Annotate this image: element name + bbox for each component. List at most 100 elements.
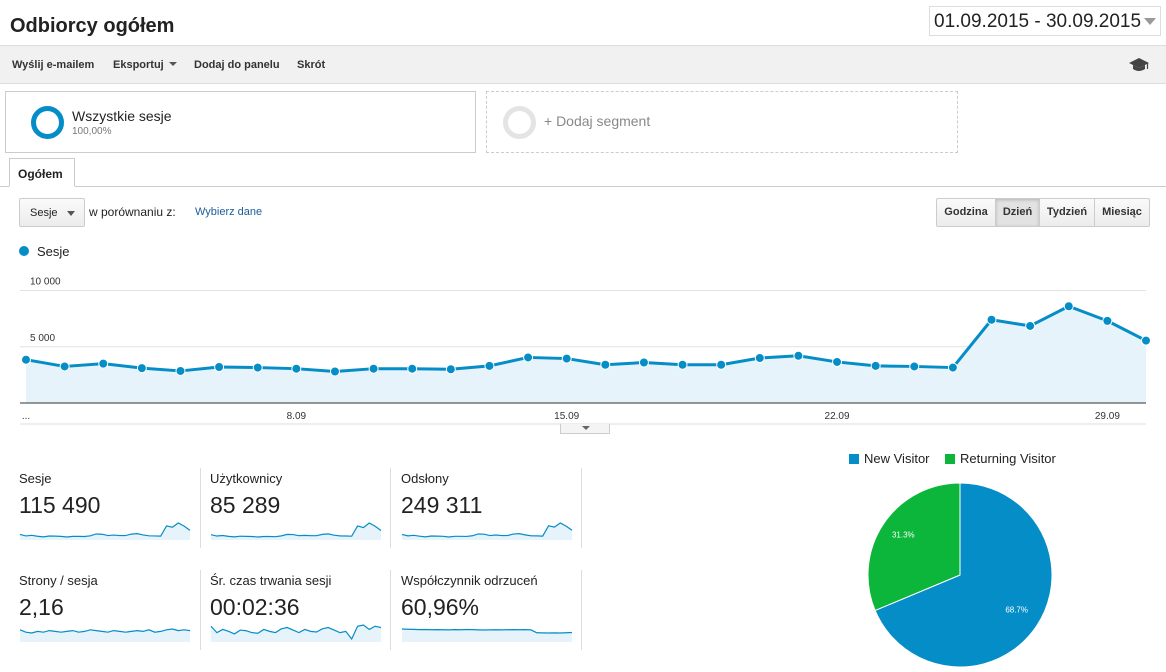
pie-slice-label: 68.7% [1005,606,1028,615]
data-point[interactable] [98,358,109,369]
shortcut-button[interactable]: Skrót [297,59,326,71]
data-point[interactable] [832,356,843,367]
pie-legend-returning-visitor: Returning Visitor [945,451,1056,466]
segment-ring-icon [31,106,64,139]
tab-divider [0,186,1166,187]
metric-sparkline [210,522,382,540]
sparkline-area [211,523,381,540]
data-point[interactable] [1063,301,1074,312]
granularity-month-button[interactable]: Miesiąc [1094,198,1150,227]
data-point[interactable] [445,364,456,375]
card-divider [581,468,582,548]
date-range-value: 01.09.2015 - 30.09.2015 [934,11,1142,32]
metric-sparkline [401,628,573,642]
pie-slice[interactable] [867,482,961,612]
add-to-dashboard-button[interactable]: Dodaj do panelu [194,59,280,71]
data-point[interactable] [329,366,340,377]
metric-sparkline [19,628,191,642]
data-point[interactable] [716,359,727,370]
pie-legend-new-visitor: New Visitor [849,451,930,466]
add-segment-label: + Dodaj segment [544,113,651,129]
data-point[interactable] [407,363,418,374]
x-tick-label: 29.09 [1095,411,1120,422]
data-point[interactable] [484,360,495,371]
x-tick-label: 8.09 [287,411,307,422]
card-divider [200,570,201,650]
export-label: Eksportuj [113,59,164,71]
metric-label: Współczynnik odrzuceń [401,573,538,588]
sparkline-line [19,522,191,538]
pie-slice[interactable] [874,482,1053,668]
metric-sparkline [19,522,191,540]
granularity-week-button[interactable]: Tydzień [1039,198,1095,227]
metric-sparkline [401,522,573,540]
data-point[interactable] [561,353,572,364]
x-tick-label: 22.09 [825,411,850,422]
metric-label: Odsłony [401,471,449,486]
card-divider [200,468,201,548]
graduation-cap-icon[interactable] [1128,56,1150,74]
metric-label: Użytkownicy [210,471,283,486]
sparkline-area [402,523,572,540]
data-point[interactable] [909,361,920,372]
data-point[interactable] [677,359,688,370]
metric-value: 00:02:36 [210,594,300,620]
data-point[interactable] [1025,320,1036,331]
add-segment-button[interactable]: + Dodaj segment [486,91,958,153]
segment-name: Wszystkie sesje [72,108,172,124]
sparkline-line [401,522,573,538]
data-point[interactable] [523,352,534,363]
date-range-picker[interactable]: 01.09.2015 - 30.09.2015 [929,6,1161,36]
segment-all-sessions[interactable]: Wszystkie sesje 100,00% [5,91,476,153]
metric-label: Sesje [19,471,52,486]
data-point[interactable] [754,353,765,363]
collapse-chart-toggle[interactable] [560,424,610,434]
data-point[interactable] [291,363,302,374]
select-metric-link[interactable]: Wybierz dane [195,206,263,218]
data-point[interactable] [600,359,611,370]
data-point[interactable] [947,362,958,373]
metric-card-avg-session-duration[interactable]: Śr. czas trwania sesji 00:02:36 [210,573,382,653]
metric-value: 2,16 [19,594,64,620]
metric-label: Strony / sesja [19,573,98,588]
tab-overview[interactable]: Ogółem [9,158,75,187]
metric-card-sessions[interactable]: Sesje 115 490 [19,471,191,551]
granularity-day-button[interactable]: Dzień [995,198,1040,227]
series-line [25,304,1147,373]
metric-label: Śr. czas trwania sesji [210,573,332,588]
data-point[interactable] [986,314,997,325]
metric-select[interactable]: Sesje [19,198,85,227]
series-area [26,306,1146,403]
data-point[interactable] [638,357,649,368]
series-legend-label: Sesje [37,244,70,259]
data-point[interactable] [59,361,70,372]
data-point[interactable] [793,350,804,361]
metric-select-value: Sesje [30,207,58,219]
metric-card-bounce-rate[interactable]: Współczynnik odrzuceń 60,96% [401,573,573,653]
data-point[interactable] [175,365,186,376]
metric-card-users[interactable]: Użytkownicy 85 289 [210,471,382,551]
data-point[interactable] [21,354,31,365]
sparkline-area [402,629,572,642]
data-point[interactable] [870,360,881,371]
data-point[interactable] [1102,315,1113,326]
card-divider [390,570,391,650]
chevron-down-icon [1144,18,1156,25]
sparkline-line [401,628,573,634]
data-point[interactable] [368,363,379,374]
metric-card-pages-per-session[interactable]: Strony / sesja 2,16 [19,573,191,653]
sparkline-area [211,625,381,642]
data-point[interactable] [214,362,225,372]
legend-label: Returning Visitor [960,451,1056,466]
granularity-hour-button[interactable]: Godzina [936,198,996,227]
segment-placeholder-ring-icon [503,106,536,139]
email-button[interactable]: Wyślij e-mailem [12,59,95,71]
export-button[interactable]: Eksportuj [113,59,177,71]
data-point[interactable] [1141,335,1151,346]
data-point[interactable] [252,362,263,373]
metric-card-pageviews[interactable]: Odsłony 249 311 [401,471,573,551]
data-point[interactable] [136,363,147,374]
metric-value: 60,96% [401,594,480,620]
visitor-type-pie-chart: 68.7% 31.3% [867,482,1053,668]
tab-overview-label: Ogółem [18,167,63,181]
